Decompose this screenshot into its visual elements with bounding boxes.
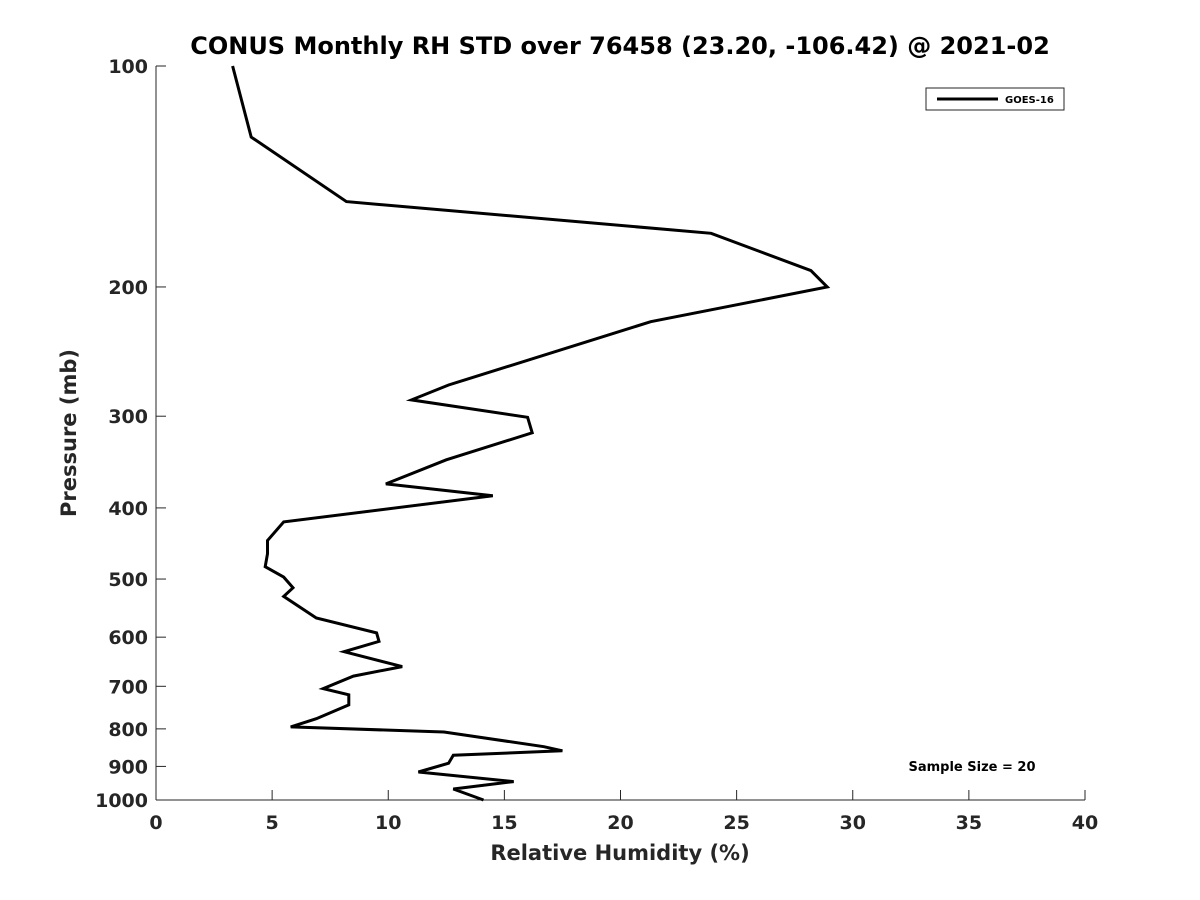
x-axis-label: Relative Humidity (%)	[490, 841, 749, 865]
x-tick-label-7: 35	[956, 812, 982, 834]
x-tick-label-5: 25	[723, 812, 749, 834]
x-tick-label-3: 15	[491, 812, 517, 834]
x-tick-label-0: 0	[149, 812, 162, 834]
x-tick-label-6: 30	[840, 812, 866, 834]
y-ticks: 100 200 300 400 500 600 700 800 900 1000	[95, 56, 166, 812]
x-tick-label-2: 10	[375, 812, 401, 834]
y-tick-label-7: 800	[108, 719, 148, 741]
y-tick-label-0: 100	[108, 56, 148, 78]
x-tick-label-1: 5	[266, 812, 279, 834]
x-tick-label-8: 40	[1072, 812, 1098, 834]
legend: GOES-16	[925, 87, 1065, 111]
y-tick-label-6: 700	[108, 676, 148, 698]
y-tick-label-2: 300	[108, 406, 148, 428]
y-tick-label-8: 900	[108, 756, 148, 778]
y-axis-label: Pressure (mb)	[57, 349, 81, 517]
y-tick-label-5: 600	[108, 627, 148, 649]
x-tick-label-4: 20	[607, 812, 633, 834]
series-group	[231, 65, 831, 802]
y-tick-label-9: 1000	[95, 790, 148, 812]
y-tick-label-3: 400	[108, 498, 148, 520]
legend-label-goes-16: GOES-16	[1005, 95, 1054, 106]
sample-size-annotation: Sample Size = 20	[908, 760, 1035, 775]
x-ticks: 0 5 10 15 20 25 30 35 40	[149, 790, 1098, 834]
y-tick-label-1: 200	[108, 277, 148, 299]
series-line-0	[231, 65, 831, 802]
chart-title: CONUS Monthly RH STD over 76458 (23.20, …	[190, 32, 1050, 60]
y-tick-label-4: 500	[108, 569, 148, 591]
